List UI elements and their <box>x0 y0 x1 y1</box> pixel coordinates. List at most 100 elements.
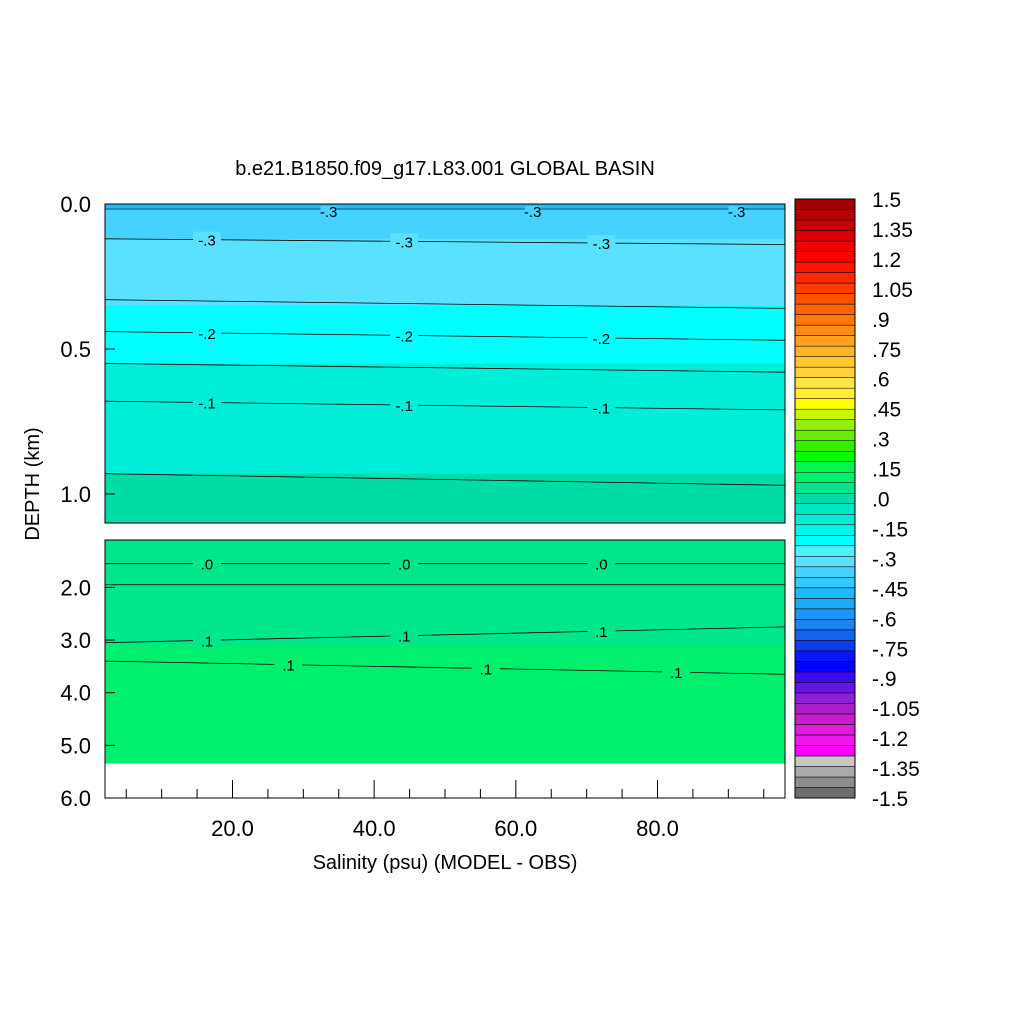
colorbar-label-12: -.3 <box>872 548 897 571</box>
colorbar-box-40 <box>794 366 856 378</box>
colorbar-box-33 <box>794 440 856 452</box>
upper-surface-label-0: -.3 <box>320 204 338 221</box>
colorbar-box-49 <box>794 272 856 284</box>
colorbar-box-44 <box>794 324 856 336</box>
upper-ytick-label-1: 0.5 <box>60 337 91 362</box>
colorbar-box-48 <box>794 282 856 294</box>
colorbar-label-13: -.45 <box>872 578 908 601</box>
colorbar-box-1 <box>794 776 856 788</box>
colorbar-label-6: .6 <box>872 369 890 392</box>
upper-surface-band <box>105 204 785 208</box>
colorbar-box-16 <box>794 619 856 631</box>
lower-contour-label-0-0: .0 <box>201 557 214 574</box>
colorbar-box-45 <box>794 314 856 326</box>
colorbar-label-18: -1.2 <box>872 728 908 751</box>
colorbar-label-15: -.75 <box>872 638 908 661</box>
upper-surface-label-bg-0 <box>320 206 337 218</box>
colorbar-box-9 <box>794 692 856 704</box>
colorbar-box-36 <box>794 408 856 420</box>
chart-title: b.e21.B1850.f09_g17.L83.001 GLOBAL BASIN <box>235 158 655 180</box>
lower-ytick-label-2: 4.0 <box>60 681 91 706</box>
colorbar-label-17: -1.05 <box>872 698 920 721</box>
colorbar-box-39 <box>794 377 856 389</box>
upper-contour-label-bg-4-2 <box>587 399 616 416</box>
colorbar-box-32 <box>794 450 856 462</box>
colorbar-label-7: .45 <box>872 399 901 422</box>
colorbar: 1.5 1.35 1.2 1.05 .9 .75 .6 .45 .3 .15 .0 -.15 -.3 -.… <box>794 189 920 811</box>
upper-contour-label-4-1: -.1 <box>395 398 413 415</box>
x-axis-label: Salinity (psu) (MODEL - OBS) <box>313 852 578 874</box>
colorbar-label-19: -1.35 <box>872 758 920 781</box>
colorbar-box-19 <box>794 587 856 599</box>
colorbar-box-50 <box>794 261 856 273</box>
upper-contour-label-2-0: -.2 <box>198 326 216 343</box>
colorbar-box-24 <box>794 535 856 547</box>
colorbar-box-43 <box>794 335 856 347</box>
lower-contour-label-bg-0-0 <box>193 555 221 572</box>
upper-contour-label-bg-2-0 <box>193 324 221 341</box>
upper-contour-label-0-2: -.3 <box>593 236 611 253</box>
lower-contour-label-2-0: .1 <box>201 633 214 650</box>
colorbar-label-4: .9 <box>872 309 890 332</box>
lower-contour-label-bg-2-2 <box>587 623 616 640</box>
colorbar-label-8: .3 <box>872 429 890 452</box>
colorbar-box-18 <box>794 598 856 610</box>
colorbar-box-4 <box>794 745 856 757</box>
lower-ytick-label-4: 6.0 <box>60 786 91 811</box>
lower-contour-label-2-2: .1 <box>595 624 608 641</box>
colorbar-box-10 <box>794 682 856 694</box>
colorbar-box-11 <box>794 671 856 683</box>
colorbar-box-47 <box>794 293 856 305</box>
colorbar-box-52 <box>794 240 856 252</box>
colorbar-box-15 <box>794 629 856 641</box>
upper-contour-label-4-2: -.1 <box>593 401 611 418</box>
x-tick-label-1: 40.0 <box>353 816 396 841</box>
lower-contour-label-bg-3-2 <box>662 664 691 681</box>
colorbar-box-17 <box>794 608 856 620</box>
upper-contour-label-2-1: -.2 <box>395 328 413 345</box>
upper-frame <box>104 203 786 524</box>
y-axis-label: DEPTH (km) <box>22 427 44 540</box>
upper-contour-label-bg-0-0 <box>193 231 221 248</box>
colorbar-box-6 <box>794 724 856 736</box>
colorbar-box-42 <box>794 345 856 357</box>
colorbar-box-21 <box>794 566 856 578</box>
colorbar-label-5: .75 <box>872 339 901 362</box>
colorbar-box-5 <box>794 734 856 746</box>
colorbar-box-23 <box>794 545 856 557</box>
lower-contour-label-3-0: .1 <box>282 658 295 675</box>
lower-contour-label-2-1: .1 <box>398 629 411 646</box>
upper-contour-label-bg-4-1 <box>390 397 419 414</box>
upper-surface-label-bg-2 <box>728 206 745 218</box>
colorbar-label-1: 1.35 <box>872 219 913 242</box>
colorbar-box-26 <box>794 514 856 526</box>
lower-panel: .0 .0 .0 .1 .1 .1 .1 .1 .1 2.0 3.0 4.0 5.0 6.0 20.0 40.… <box>60 539 786 841</box>
upper-surface-label-bg-1 <box>524 206 541 218</box>
colorbar-label-2: 1.2 <box>872 249 901 272</box>
lower-contour-label-bg-2-1 <box>390 627 419 644</box>
colorbar-box-20 <box>794 577 856 589</box>
colorbar-box-51 <box>794 251 856 263</box>
colorbar-box-27 <box>794 503 856 515</box>
colorbar-box-41 <box>794 356 856 368</box>
lower-contour-label-bg-3-1 <box>471 660 500 677</box>
colorbar-box-34 <box>794 429 856 441</box>
colorbar-box-55 <box>794 209 856 221</box>
colorbar-box-37 <box>794 398 856 410</box>
lower-contour-label-3-1: .1 <box>480 661 493 678</box>
colorbar-label-14: -.6 <box>872 608 897 631</box>
colorbar-box-7 <box>794 713 856 725</box>
upper-surface-label-2: -.3 <box>728 204 746 221</box>
lower-ytick-label-1: 3.0 <box>60 628 91 653</box>
colorbar-box-38 <box>794 387 856 399</box>
lower-contour-label-bg-0-2 <box>587 555 616 572</box>
colorbar-frame <box>794 198 856 799</box>
colorbar-box-46 <box>794 303 856 315</box>
colorbar-label-11: -.15 <box>872 518 908 541</box>
x-tick-label-0: 20.0 <box>211 816 254 841</box>
colorbar-label-9: .15 <box>872 459 901 482</box>
colorbar-label-3: 1.05 <box>872 279 913 302</box>
lower-contour-label-bg-2-0 <box>193 632 221 649</box>
lower-contour-label-0-1: .0 <box>398 557 411 574</box>
